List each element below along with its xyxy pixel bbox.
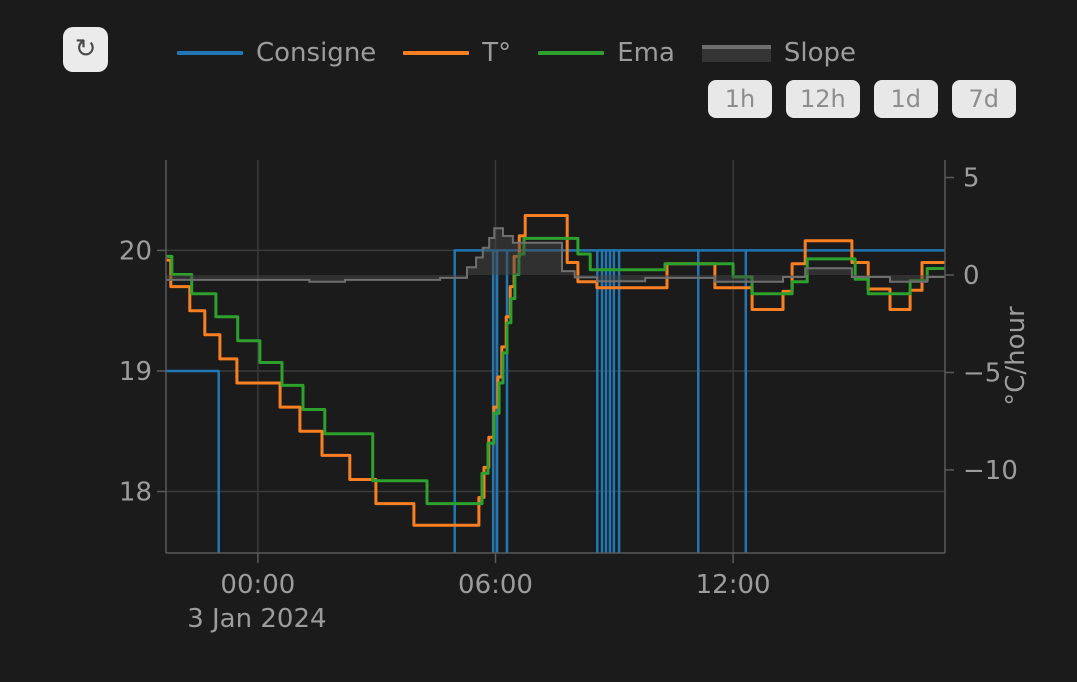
legend-label-consigne: Consigne xyxy=(256,38,377,68)
legend-label-ema: Ema xyxy=(617,38,675,68)
x-tick-label: 06:00 xyxy=(458,570,533,600)
slope-line xyxy=(166,227,945,283)
chart-legend: Consigne T° Ema Slope xyxy=(177,39,856,67)
range-button-1d[interactable]: 1d xyxy=(873,80,938,118)
refresh-icon: ↻ xyxy=(74,34,97,64)
consigne-line xyxy=(166,249,945,553)
legend-label-temperature: T° xyxy=(482,38,512,68)
y-right-tick-label: 5 xyxy=(963,164,980,194)
temperature-line xyxy=(166,214,945,527)
legend-item-temperature[interactable]: T° xyxy=(403,39,511,67)
range-button-12h[interactable]: 12h xyxy=(786,80,860,118)
x-date-label: 3 Jan 2024 xyxy=(187,604,326,634)
slope-area xyxy=(166,228,945,282)
consigne-line-swatch xyxy=(177,51,243,55)
slope-swatch-line xyxy=(701,44,771,49)
range-button-7d[interactable]: 7d xyxy=(951,80,1016,118)
refresh-button[interactable]: ↻ xyxy=(63,27,108,72)
legend-label-slope: Slope xyxy=(783,38,857,68)
y-left-tick-label: 20 xyxy=(119,236,152,266)
temperature-line-swatch xyxy=(403,51,470,55)
ema-line-swatch xyxy=(538,51,605,55)
legend-item-slope[interactable]: Slope xyxy=(701,38,857,68)
x-tick-label: 12:00 xyxy=(696,570,771,600)
y-right-tick-label: 0 xyxy=(963,261,980,291)
y-right-tick-label: −10 xyxy=(963,456,1018,486)
x-tick-label: 00:00 xyxy=(220,570,295,600)
y-right-axis-title: °C/hour xyxy=(1001,306,1031,406)
legend-item-ema[interactable]: Ema xyxy=(538,39,675,67)
range-button-1h[interactable]: 1h xyxy=(708,80,772,118)
y-left-tick-label: 18 xyxy=(119,478,152,508)
legend-item-consigne[interactable]: Consigne xyxy=(177,39,376,67)
y-left-tick-label: 19 xyxy=(119,357,152,387)
ema-line xyxy=(166,236,945,506)
slope-area-swatch xyxy=(701,44,771,62)
time-range-buttons: 1h 12h 1d 7d xyxy=(708,80,1016,118)
y-right-tick-label: −5 xyxy=(963,358,1001,388)
